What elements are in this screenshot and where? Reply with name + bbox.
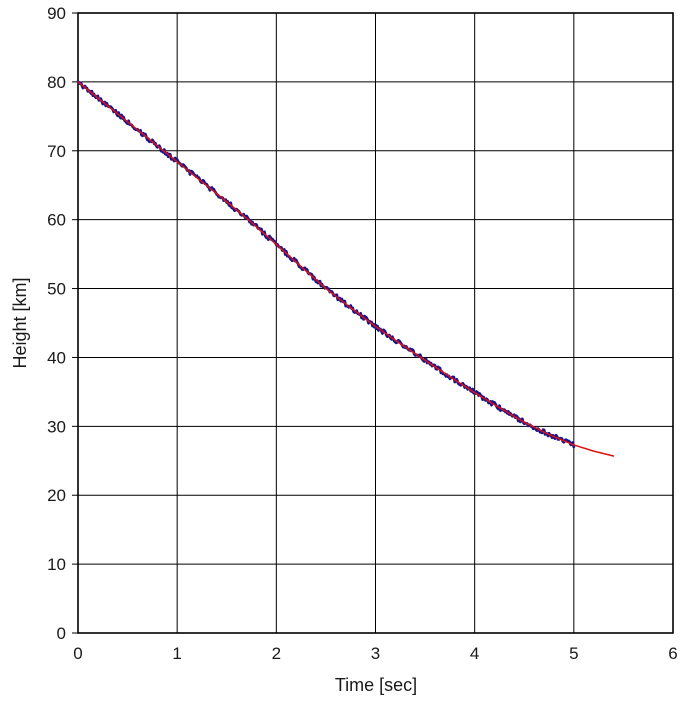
x-tick-label: 1: [172, 644, 181, 663]
measured-series: [76, 80, 576, 449]
y-tick-label: 20: [47, 486, 66, 505]
plot-border: [77, 12, 674, 634]
y-tick-label: 10: [47, 555, 66, 574]
x-tick-label: 3: [371, 644, 380, 663]
data-series: [76, 80, 615, 457]
x-tick-label: 5: [569, 644, 578, 663]
fit-series: [77, 81, 615, 457]
y-tick-label: 30: [47, 417, 66, 436]
y-tick-label: 50: [47, 280, 66, 299]
x-tick-label: 6: [668, 644, 677, 663]
y-tick-label: 80: [47, 73, 66, 92]
y-axis-title: Height [km]: [10, 277, 30, 368]
x-tick-label: 0: [73, 644, 82, 663]
y-tick-label: 90: [47, 4, 66, 23]
y-tick-label: 40: [47, 348, 66, 367]
x-axis-title: Time [sec]: [335, 675, 417, 695]
y-tick-label: 70: [47, 142, 66, 161]
y-tick-label: 60: [47, 211, 66, 230]
plot-area-border: [77, 12, 674, 634]
gridlines: [72, 12, 674, 634]
x-tick-label: 4: [470, 644, 479, 663]
x-tick-label: 2: [272, 644, 281, 663]
y-tick-label: 0: [57, 624, 66, 643]
